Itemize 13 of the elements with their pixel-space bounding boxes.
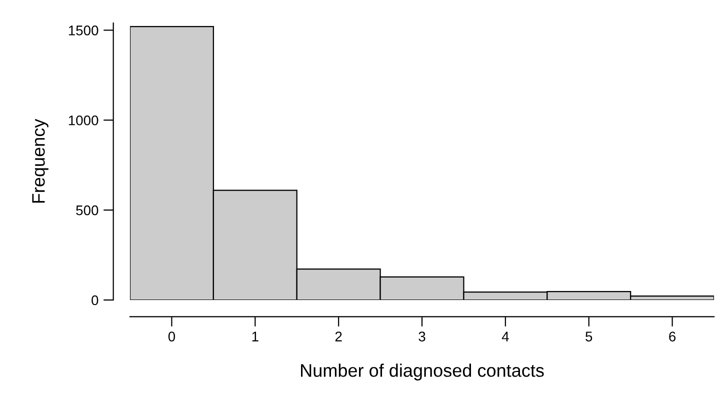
y-axis-title: Frequency [32,118,48,203]
y-tick-label: 1500 [68,26,98,36]
x-axis-title: Number of diagnosed contacts [301,364,544,380]
x-tick-label: 3 [418,332,426,342]
y-tick-label: 1000 [68,115,98,126]
x-tick-label: 6 [669,332,676,342]
y-tick-label: 500 [76,205,98,216]
x-tick-label: 0 [168,332,176,342]
x-tick-label: 2 [335,332,342,342]
x-tick-label: 5 [586,332,592,342]
y-tick-label: 0 [92,295,98,306]
x-tick-label: 4 [502,332,509,342]
x-tick-label: 1 [252,332,258,342]
